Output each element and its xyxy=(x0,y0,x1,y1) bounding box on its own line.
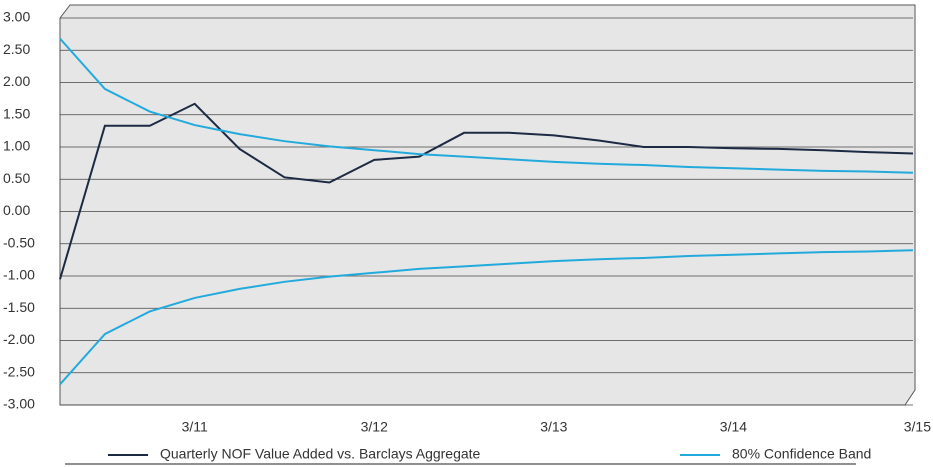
y-tick-label: -0.50 xyxy=(3,234,35,250)
x-tick-label: 3/12 xyxy=(361,419,388,435)
x-tick-label: 3/15 xyxy=(904,419,931,435)
y-tick-label: -2.50 xyxy=(3,363,35,379)
y-tick-label: -1.50 xyxy=(3,299,35,315)
y-tick-label: -3.00 xyxy=(3,396,35,412)
y-tick-label: 1.00 xyxy=(3,138,30,154)
y-tick-label: -1.00 xyxy=(3,267,35,283)
x-tick-label: 3/14 xyxy=(720,419,747,435)
y-tick-label: 2.50 xyxy=(3,41,30,57)
x-tick-label: 3/11 xyxy=(182,419,208,435)
legend-label: Quarterly NOF Value Added vs. Barclays A… xyxy=(160,446,481,462)
y-tick-label: 3.00 xyxy=(3,9,30,25)
legend-label: 80% Confidence Band xyxy=(732,446,871,462)
y-tick-label: -2.00 xyxy=(3,331,35,347)
plot-area xyxy=(59,4,916,406)
series-line xyxy=(59,102,914,280)
x-tick-label: 3/13 xyxy=(540,419,567,435)
y-tick-label: 0.50 xyxy=(3,170,30,186)
y-tick-label: 2.00 xyxy=(3,73,30,89)
series-line-lower xyxy=(59,249,914,386)
y-tick-label: 1.50 xyxy=(3,105,30,121)
y-tick-label: 0.00 xyxy=(3,202,30,218)
series-line xyxy=(59,37,914,174)
